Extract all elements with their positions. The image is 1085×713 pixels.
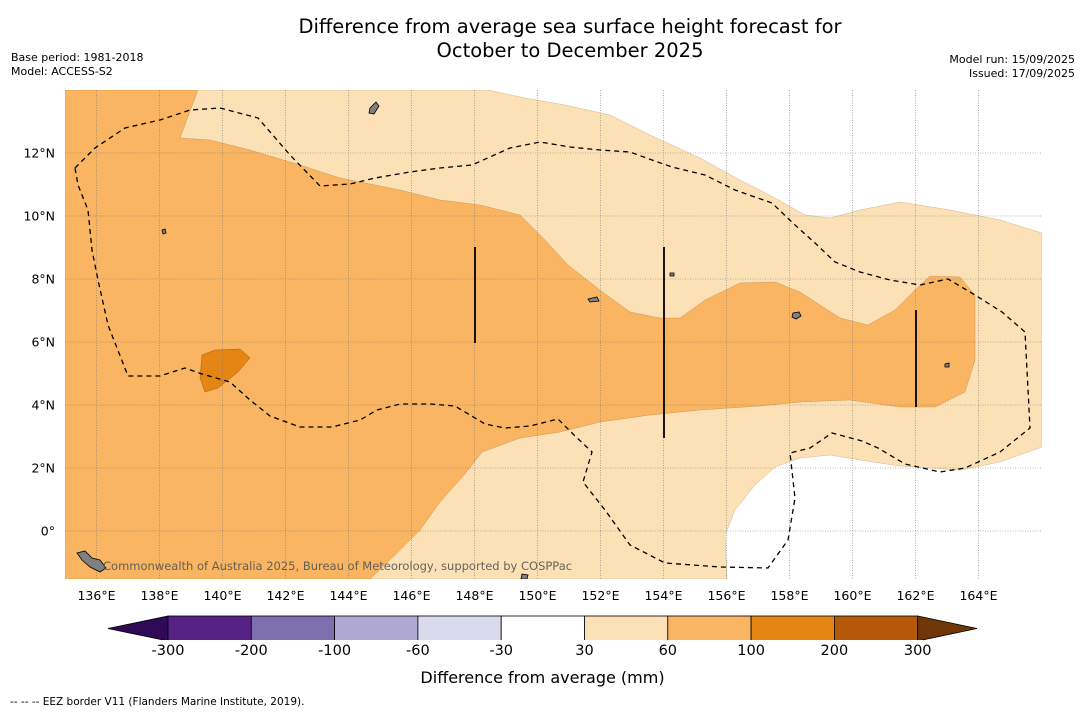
colorbar-tick-label: -100 xyxy=(318,643,352,659)
colorbar-tick-label: -200 xyxy=(234,643,268,659)
latitude-tick-label: 6°N xyxy=(31,335,55,350)
colorbar-segment xyxy=(584,615,669,640)
colorbar-segment xyxy=(167,615,252,640)
islet-3 xyxy=(944,362,950,368)
latitude-tick-label: 0° xyxy=(41,524,55,539)
colorbar-tick-label: -30 xyxy=(489,643,514,659)
colorbar-segment xyxy=(667,615,752,640)
colorbar-segment xyxy=(500,615,585,640)
meta-right: Model run: 15/09/2025 Issued: 17/09/2025 xyxy=(949,53,1075,81)
colorbar-labels: -300 -200 -100 -60 -30 30 60 100 200 300 xyxy=(0,643,1085,663)
map-gridlines xyxy=(65,90,1042,579)
island-small xyxy=(791,311,802,320)
chart-title: Difference from average sea surface heig… xyxy=(200,15,940,63)
longitude-tick-label: 140°E xyxy=(203,588,241,603)
longitude-tick-label: 138°E xyxy=(140,588,178,603)
islet-1 xyxy=(161,228,167,235)
colorbar-tick-label: -60 xyxy=(406,643,430,659)
latitude-tick-label: 4°N xyxy=(31,398,55,413)
band-100-200 xyxy=(199,348,251,393)
longitude-tick-label: 162°E xyxy=(896,588,934,603)
colorbar-tick-label: 60 xyxy=(658,643,678,659)
base-period: Base period: 1981-2018 xyxy=(11,51,144,64)
watermark: Commonwealth of Australia 2025, Bureau o… xyxy=(103,559,572,573)
longitude-tick-label: 158°E xyxy=(770,588,808,603)
latitude-tick-label: 10°N xyxy=(23,209,55,224)
latitude-tick-label: 12°N xyxy=(23,146,55,161)
latitude-labels: 0° 2°N 4°N 6°N 8°N 10°N 12°N xyxy=(23,146,55,539)
forecast-map: Commonwealth of Australia 2025, Bureau o… xyxy=(23,90,1042,640)
island-bottom-left xyxy=(76,550,107,573)
band-60-100 xyxy=(65,90,976,579)
land-masses xyxy=(76,101,950,579)
longitude-tick-label: 150°E xyxy=(518,588,556,603)
colorbar-title: Difference from average (mm) xyxy=(420,668,665,687)
map-plot-area: Commonwealth of Australia 2025, Bureau o… xyxy=(65,90,1042,579)
colorbar-tick-label: 200 xyxy=(820,643,849,659)
islet-4 xyxy=(669,272,675,277)
colorbar-segment xyxy=(834,615,919,640)
colorbar-tick-label: -300 xyxy=(151,643,185,659)
colorbar-extend-low xyxy=(107,615,169,640)
colorbar-tick-label: 30 xyxy=(575,643,594,659)
eez-border xyxy=(74,107,1031,569)
latitude-tick-label: 2°N xyxy=(31,461,55,476)
title-line-1: Difference from average sea surface heig… xyxy=(298,15,842,38)
title-line-2: October to December 2025 xyxy=(436,39,704,62)
issued-date: Issued: 17/09/2025 xyxy=(968,67,1075,80)
colorbar-segment xyxy=(334,615,419,640)
colorbar xyxy=(107,615,978,640)
model-name: Model: ACCESS-S2 xyxy=(11,65,113,78)
longitude-tick-label: 160°E xyxy=(833,588,871,603)
model-run: Model run: 15/09/2025 xyxy=(949,53,1075,66)
longitude-tick-label: 144°E xyxy=(329,588,367,603)
colorbar-segment xyxy=(417,615,502,640)
longitude-tick-label: 152°E xyxy=(581,588,619,603)
colorbar-extend-high xyxy=(917,615,978,640)
latitude-tick-label: 8°N xyxy=(31,272,55,287)
longitude-labels: 136°E 138°E 140°E 142°E 144°E 146°E 148°E 150°E… xyxy=(77,588,997,603)
longitude-tick-label: 164°E xyxy=(959,588,997,603)
vertical-markers xyxy=(474,247,917,438)
colorbar-tick-label: 100 xyxy=(737,643,765,659)
island-bottom-center xyxy=(520,573,529,579)
island-top xyxy=(368,101,380,115)
longitude-tick-label: 148°E xyxy=(455,588,493,603)
colorbar-segment xyxy=(750,615,835,640)
longitude-tick-label: 146°E xyxy=(392,588,430,603)
eez-footnote: -- -- -- EEZ border V11 (Flanders Marine… xyxy=(10,696,305,708)
longitude-tick-label: 142°E xyxy=(266,588,304,603)
longitude-tick-label: 154°E xyxy=(644,588,682,603)
colorbar-tick-label: 300 xyxy=(903,643,932,659)
longitude-tick-label: 156°E xyxy=(707,588,745,603)
meta-left: Base period: 1981-2018 Model: ACCESS-S2 xyxy=(11,51,143,79)
islet-2 xyxy=(587,296,600,303)
colorbar-segment xyxy=(250,615,336,640)
longitude-tick-label: 136°E xyxy=(77,588,115,603)
